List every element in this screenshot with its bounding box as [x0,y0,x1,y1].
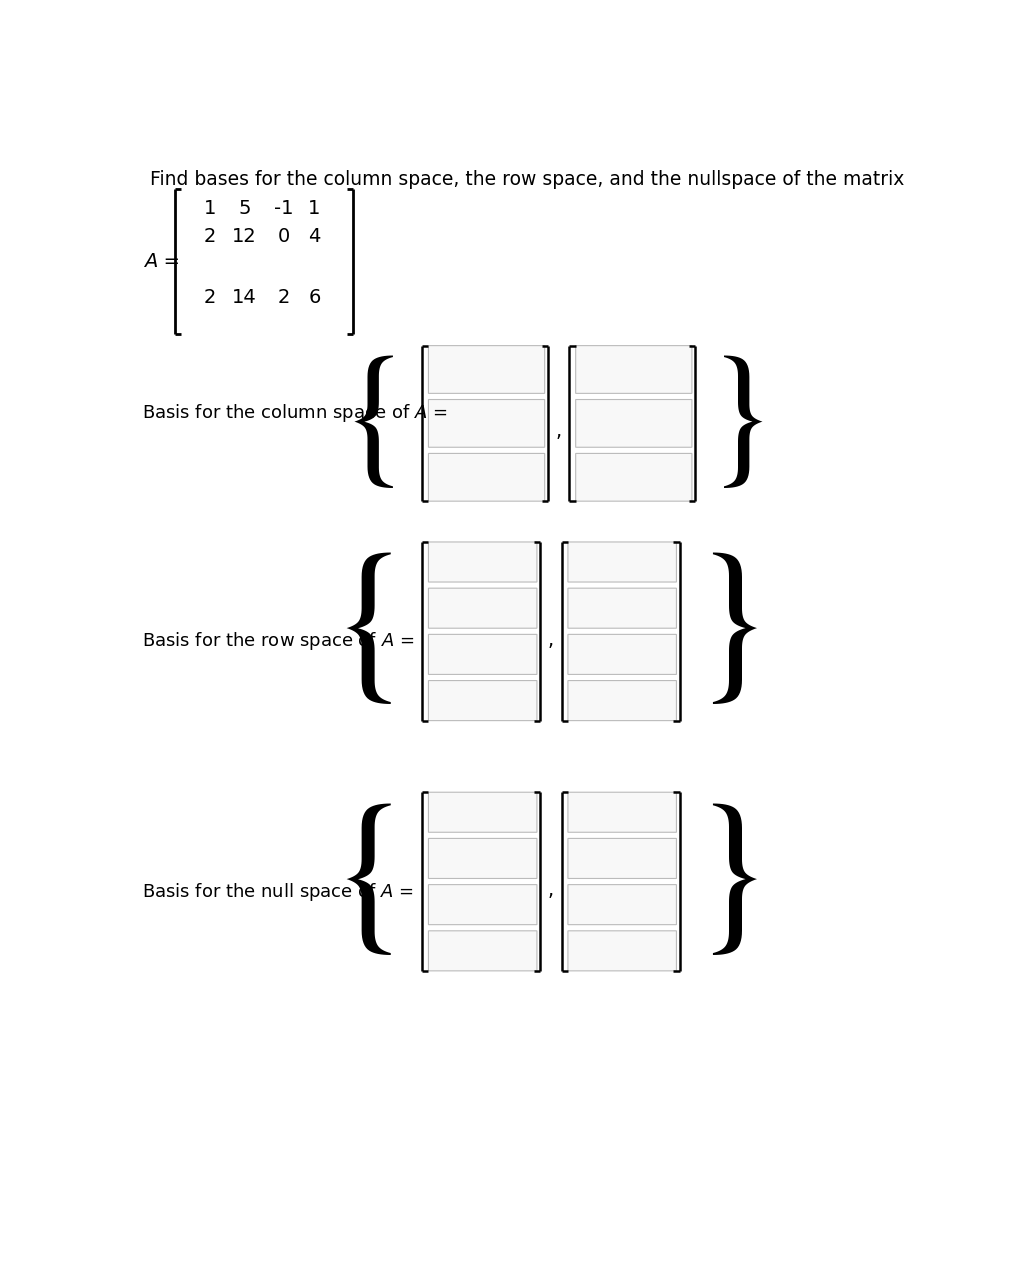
Text: 5: 5 [238,199,251,218]
Text: Basis for the row space of $A$ =: Basis for the row space of $A$ = [143,630,414,652]
Text: {: { [339,355,413,493]
FancyBboxPatch shape [567,838,676,878]
FancyBboxPatch shape [576,399,692,448]
Text: -1: -1 [273,199,293,218]
Text: 1: 1 [204,199,216,218]
Text: ,: , [548,630,554,649]
FancyBboxPatch shape [567,884,676,925]
FancyBboxPatch shape [567,930,676,971]
Text: 6: 6 [308,288,321,308]
Text: Basis for the column space of $A$ =: Basis for the column space of $A$ = [143,402,448,425]
FancyBboxPatch shape [567,792,676,832]
Text: A =: A = [144,253,180,272]
Text: ,: , [548,880,554,900]
Text: {: { [328,553,413,711]
FancyBboxPatch shape [567,680,676,721]
FancyBboxPatch shape [576,346,692,393]
Text: {: { [328,803,413,961]
Text: 12: 12 [232,227,257,246]
Text: 0: 0 [278,227,290,246]
FancyBboxPatch shape [567,588,676,628]
Text: ,: , [555,421,561,440]
FancyBboxPatch shape [576,453,692,501]
FancyBboxPatch shape [429,346,545,393]
Text: 2: 2 [278,288,290,308]
FancyBboxPatch shape [429,399,545,448]
Text: Basis for the null space of $A$ =: Basis for the null space of $A$ = [143,882,414,903]
Text: 4: 4 [308,227,321,246]
FancyBboxPatch shape [567,542,676,582]
Text: 2: 2 [204,227,216,246]
FancyBboxPatch shape [429,634,537,675]
FancyBboxPatch shape [429,542,537,582]
Text: }: } [704,355,778,493]
Text: }: } [689,553,773,711]
FancyBboxPatch shape [567,634,676,675]
Text: 1: 1 [308,199,321,218]
FancyBboxPatch shape [429,884,537,925]
FancyBboxPatch shape [429,930,537,971]
FancyBboxPatch shape [429,792,537,832]
FancyBboxPatch shape [429,588,537,628]
FancyBboxPatch shape [429,680,537,721]
Text: 2: 2 [204,288,216,308]
FancyBboxPatch shape [429,838,537,878]
FancyBboxPatch shape [429,453,545,501]
Text: 14: 14 [232,288,257,308]
Text: }: } [689,803,773,961]
Text: Find bases for the column space, the row space, and the nullspace of the matrix: Find bases for the column space, the row… [150,170,904,189]
